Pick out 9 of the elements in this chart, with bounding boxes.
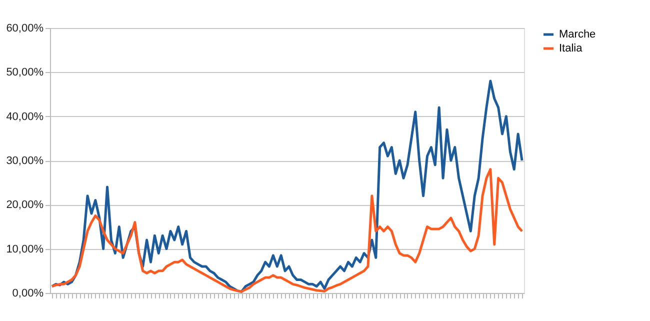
y-tick-label: 10,00% xyxy=(6,243,44,256)
y-tick-label: 0,00% xyxy=(12,288,44,300)
y-tick-label: 50,00% xyxy=(6,66,44,79)
y-tick-label: 20,00% xyxy=(6,199,44,212)
legend-label: Italia xyxy=(559,42,584,54)
y-tick-label: 30,00% xyxy=(6,155,44,167)
y-tick-label: 40,00% xyxy=(6,110,44,123)
y-tick-label: 60,00% xyxy=(6,22,44,34)
legend-label: Marche xyxy=(559,28,596,40)
